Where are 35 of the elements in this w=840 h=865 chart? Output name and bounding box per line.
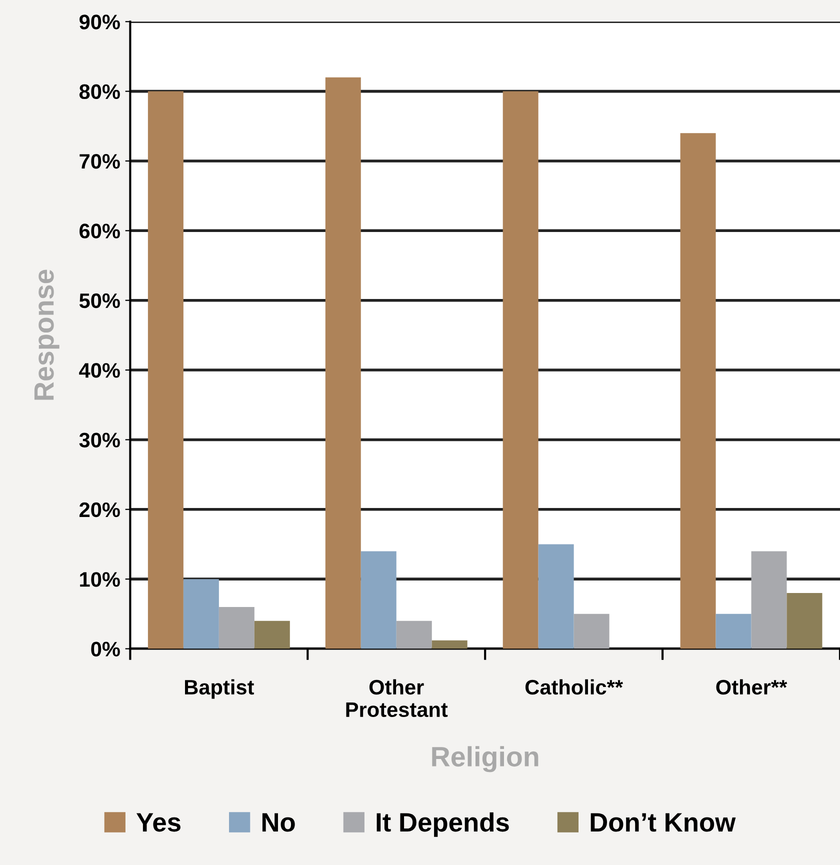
- bar: [218, 606, 254, 649]
- y-tick-label: 10%: [80, 572, 120, 587]
- legend-label: No: [262, 813, 295, 832]
- x-axis-title: Religion: [432, 746, 538, 772]
- x-tick-label: Other**: [716, 679, 788, 695]
- bar: [786, 593, 822, 649]
- x-tick-label: Baptist: [185, 679, 254, 699]
- bar: [574, 614, 610, 649]
- bar: [325, 77, 361, 649]
- legend-label: Yes: [136, 813, 180, 832]
- bar: [432, 640, 468, 649]
- y-tick-label: 70%: [80, 154, 120, 169]
- bar: [716, 614, 752, 649]
- y-axis-title: Response: [34, 270, 60, 400]
- bar: [183, 579, 219, 649]
- y-tick-label: 0%: [91, 642, 120, 657]
- y-tick-label: 40%: [79, 363, 120, 378]
- legend-label: Don’t Know: [590, 813, 736, 832]
- bar: [680, 133, 716, 649]
- y-tick-label: 30%: [79, 432, 120, 448]
- y-tick-label: 50%: [79, 293, 120, 308]
- bar: [148, 91, 184, 649]
- bar: [538, 544, 574, 649]
- x-tick-label: Other Protestant: [346, 679, 448, 718]
- y-tick-label: 90%: [80, 14, 120, 30]
- y-tick-label: 60%: [80, 224, 120, 238]
- bar: [502, 91, 538, 649]
- bar: [751, 551, 787, 649]
- bar: [254, 620, 290, 649]
- x-tick-label: Catholic**: [525, 679, 624, 695]
- y-tick-label: 20%: [80, 502, 120, 518]
- bar: [396, 620, 432, 649]
- legend-label: It Depends: [376, 812, 509, 837]
- y-tick-label: 80%: [79, 84, 120, 100]
- bar: [360, 551, 396, 649]
